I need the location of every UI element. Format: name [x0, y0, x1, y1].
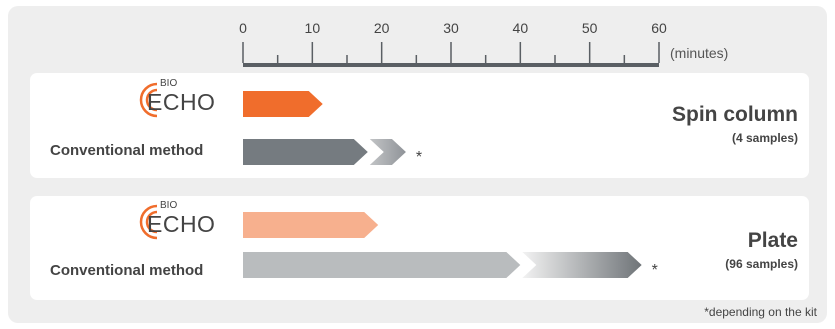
bar-segment-g1-r1-s1: [522, 252, 642, 278]
tick-label: 0: [239, 20, 247, 36]
tick-label: 50: [582, 20, 598, 36]
logo-echo-text: ECHO: [147, 89, 216, 115]
tick-label: 60: [651, 20, 667, 36]
conventional-method-label-1: Conventional method: [50, 142, 204, 159]
tick-label: 20: [374, 20, 390, 36]
tick-label: 30: [443, 20, 459, 36]
plate-subtitle: (96 samples): [725, 257, 798, 271]
spin-column-subtitle: (4 samples): [731, 131, 798, 145]
bar-segment-g0-r0-s0: [243, 91, 323, 117]
tick-label: 40: [513, 20, 529, 36]
spin-column-panel: [30, 73, 809, 178]
asterisk-marker: *: [416, 149, 422, 166]
bioecho-swirl-icon: [139, 204, 158, 240]
bar-segment-g0-r1-s0: [243, 139, 368, 165]
plate-title: Plate: [747, 229, 798, 252]
asterisk-marker: *: [652, 262, 658, 279]
bioecho-logo-2: BIO ECHO: [135, 200, 225, 240]
axis-line: [243, 63, 659, 67]
bioecho-logo-1: BIO ECHO: [135, 78, 225, 118]
bioecho-swirl-icon: [139, 82, 158, 118]
logo-echo-text: ECHO: [147, 211, 216, 237]
bar-segment-g0-r1-s1: [369, 139, 406, 165]
bar-segment-g1-r0-s0: [243, 212, 379, 238]
tick-label: 10: [305, 20, 321, 36]
plate-panel: [30, 196, 809, 300]
footnote: *depending on the kit: [704, 305, 817, 319]
logo-bio-text: BIO: [160, 78, 178, 89]
logo-bio-text: BIO: [160, 200, 178, 211]
conventional-method-label-2: Conventional method: [50, 262, 204, 279]
bar-segment-g1-r1-s0: [243, 252, 521, 278]
spin-column-title: Spin column: [672, 103, 798, 126]
axis-units-label: (minutes): [670, 45, 728, 61]
